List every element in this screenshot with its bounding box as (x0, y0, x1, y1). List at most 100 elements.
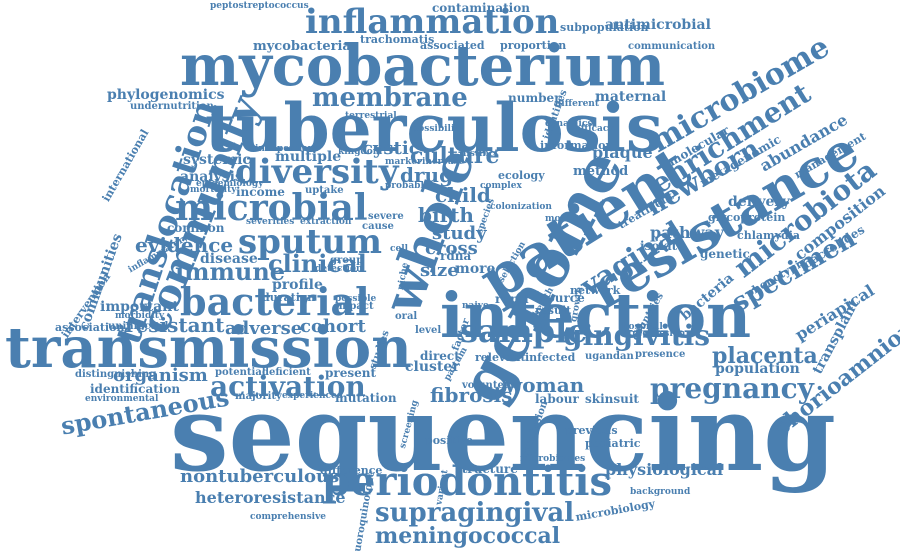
word: profile (272, 277, 323, 293)
word: skinsuit (585, 392, 639, 406)
word: present (325, 366, 377, 380)
word: fibrosis (430, 383, 513, 407)
word: distinguishing (75, 369, 157, 380)
word: drug (400, 163, 454, 187)
word: naive (462, 301, 489, 311)
word: deficient (262, 367, 311, 378)
word: inflammation (305, 2, 560, 42)
word: undernutrition (130, 101, 214, 112)
word: sample (460, 312, 588, 350)
word: method (573, 164, 629, 179)
word: increase (422, 157, 465, 167)
word: plaque (592, 143, 653, 162)
word: complex (480, 181, 522, 191)
word: severe (368, 211, 404, 222)
word: clinical (268, 249, 367, 278)
word: majority (235, 391, 282, 402)
word: detection (315, 264, 363, 274)
word: evidence (135, 233, 234, 257)
word: tuberculosis (205, 89, 664, 167)
word: result (535, 304, 572, 317)
word: resistant (125, 313, 225, 337)
word: structure (455, 462, 518, 476)
word: ecology (498, 169, 545, 182)
word: environmental (85, 394, 159, 404)
word: mortality (190, 185, 237, 195)
word: positive (425, 434, 474, 447)
word: delivery (728, 194, 790, 210)
word: mother (545, 214, 582, 224)
word: association (55, 321, 125, 334)
word: network (570, 284, 621, 297)
word: disease (200, 251, 258, 267)
word: cluster (405, 359, 460, 375)
word: mycobacterium (180, 33, 666, 99)
word: maternal (595, 89, 667, 105)
word: trachomatis (360, 33, 435, 46)
word: pediatric (585, 437, 641, 450)
word: terrestrial (345, 111, 397, 121)
word: mutation (335, 391, 397, 405)
word: kingdom (338, 147, 383, 157)
word: isolate (640, 239, 685, 253)
word: direct (420, 349, 460, 363)
word: independent (255, 144, 319, 154)
word: possibility (412, 124, 464, 134)
word: physiological (605, 460, 724, 479)
word: systemic (183, 152, 251, 168)
word: peptostreptococcus (210, 1, 309, 11)
word: previous (565, 424, 618, 437)
word: organism (113, 365, 208, 386)
word: glycoprotein (708, 211, 786, 224)
word: impact (335, 301, 374, 312)
word: regression (632, 329, 686, 339)
word: diversity (235, 152, 399, 192)
word: heteroresistance (195, 488, 346, 507)
word: immune (175, 257, 286, 286)
word: group (330, 255, 364, 266)
word: culture (410, 143, 500, 169)
word: labour (535, 392, 579, 406)
word: proportion (500, 39, 567, 52)
word: relevant (475, 351, 526, 364)
word: morbidity (115, 311, 165, 321)
word: different (555, 99, 599, 109)
word: microbial (175, 187, 368, 229)
word: gingivitis (563, 319, 711, 352)
word: microbiomes (520, 454, 586, 464)
word: pathway (650, 223, 725, 242)
word: dynamics (545, 119, 593, 129)
word: number (508, 91, 561, 105)
word: study (432, 223, 487, 244)
word: common (167, 221, 225, 235)
word: analysis (180, 169, 243, 185)
word: ugandan (585, 351, 634, 362)
word: infected (525, 351, 576, 364)
word: cause (362, 221, 394, 232)
word: experienced (282, 391, 344, 401)
word: severities (246, 217, 295, 227)
word: supragingival (375, 498, 575, 528)
word: possible (335, 294, 377, 304)
word: marker (385, 157, 422, 167)
word: source (540, 291, 585, 305)
word: communication (628, 41, 716, 52)
word: adverse (225, 318, 303, 339)
word: placenta (712, 343, 818, 369)
word: colonization (490, 202, 552, 212)
word: distinct (460, 149, 499, 159)
word: meningococcal (375, 523, 561, 549)
word: infection (440, 279, 752, 352)
word: cystic (362, 138, 420, 159)
word: rdna (440, 249, 472, 263)
word: subpopulation (560, 21, 649, 34)
word: rural (495, 292, 529, 306)
word: contamination (432, 1, 530, 15)
word: periodontitis (322, 458, 612, 505)
word: background (630, 487, 691, 497)
word: uptake (305, 185, 344, 196)
word: transmission (5, 315, 412, 381)
word: comprehensive (250, 512, 327, 522)
word: associated (420, 39, 485, 52)
word: volunteer (462, 380, 516, 391)
